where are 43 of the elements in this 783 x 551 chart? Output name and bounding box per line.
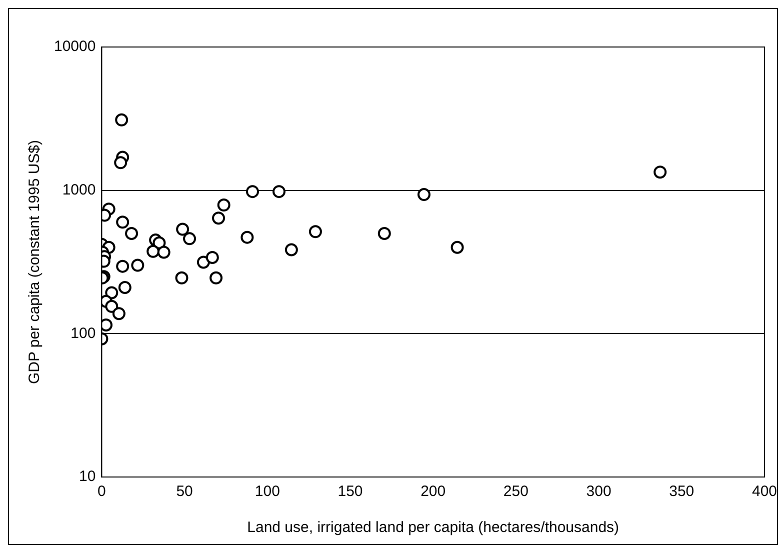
point — [115, 113, 128, 126]
x-tick-label: 150 — [338, 483, 363, 500]
point — [176, 222, 190, 236]
point — [654, 166, 667, 179]
point — [157, 246, 170, 259]
x-tick-label: 400 — [752, 483, 777, 500]
point — [272, 185, 286, 198]
point — [146, 244, 160, 258]
point — [114, 156, 128, 170]
point — [308, 225, 322, 238]
x-tick-label: 0 — [98, 483, 106, 500]
y-tick-label: 100 — [70, 324, 96, 342]
x-tick-label: 200 — [420, 483, 446, 500]
x-tick-label: 100 — [254, 483, 280, 500]
point — [105, 286, 118, 300]
y-axis-title: GDP per capita (constant 1995 US$) — [26, 140, 44, 384]
point — [210, 271, 223, 284]
point — [378, 226, 391, 240]
point — [417, 188, 430, 202]
point — [450, 240, 464, 254]
point — [118, 280, 132, 294]
point — [240, 230, 254, 244]
x-tick-label: 350 — [669, 483, 694, 500]
point — [246, 185, 259, 198]
point — [112, 307, 126, 320]
point — [284, 243, 298, 256]
point — [175, 271, 188, 284]
point — [217, 198, 230, 212]
y-tick-label: 1000 — [62, 181, 96, 198]
y-tick-label: 10000 — [54, 38, 96, 56]
point — [116, 260, 130, 273]
x-tick-label: 300 — [586, 483, 612, 500]
point — [125, 226, 138, 240]
point — [206, 250, 219, 264]
x-tick-label: 250 — [503, 483, 528, 500]
point — [183, 232, 196, 246]
point — [105, 300, 118, 313]
point — [212, 212, 226, 225]
x-tick-label: 50 — [176, 483, 193, 500]
point — [131, 258, 144, 272]
x-axis-title: Land use, irrigated land per capita (hectares/thousands) — [247, 519, 620, 536]
point — [116, 216, 130, 229]
y-tick-label: 10 — [79, 468, 96, 486]
